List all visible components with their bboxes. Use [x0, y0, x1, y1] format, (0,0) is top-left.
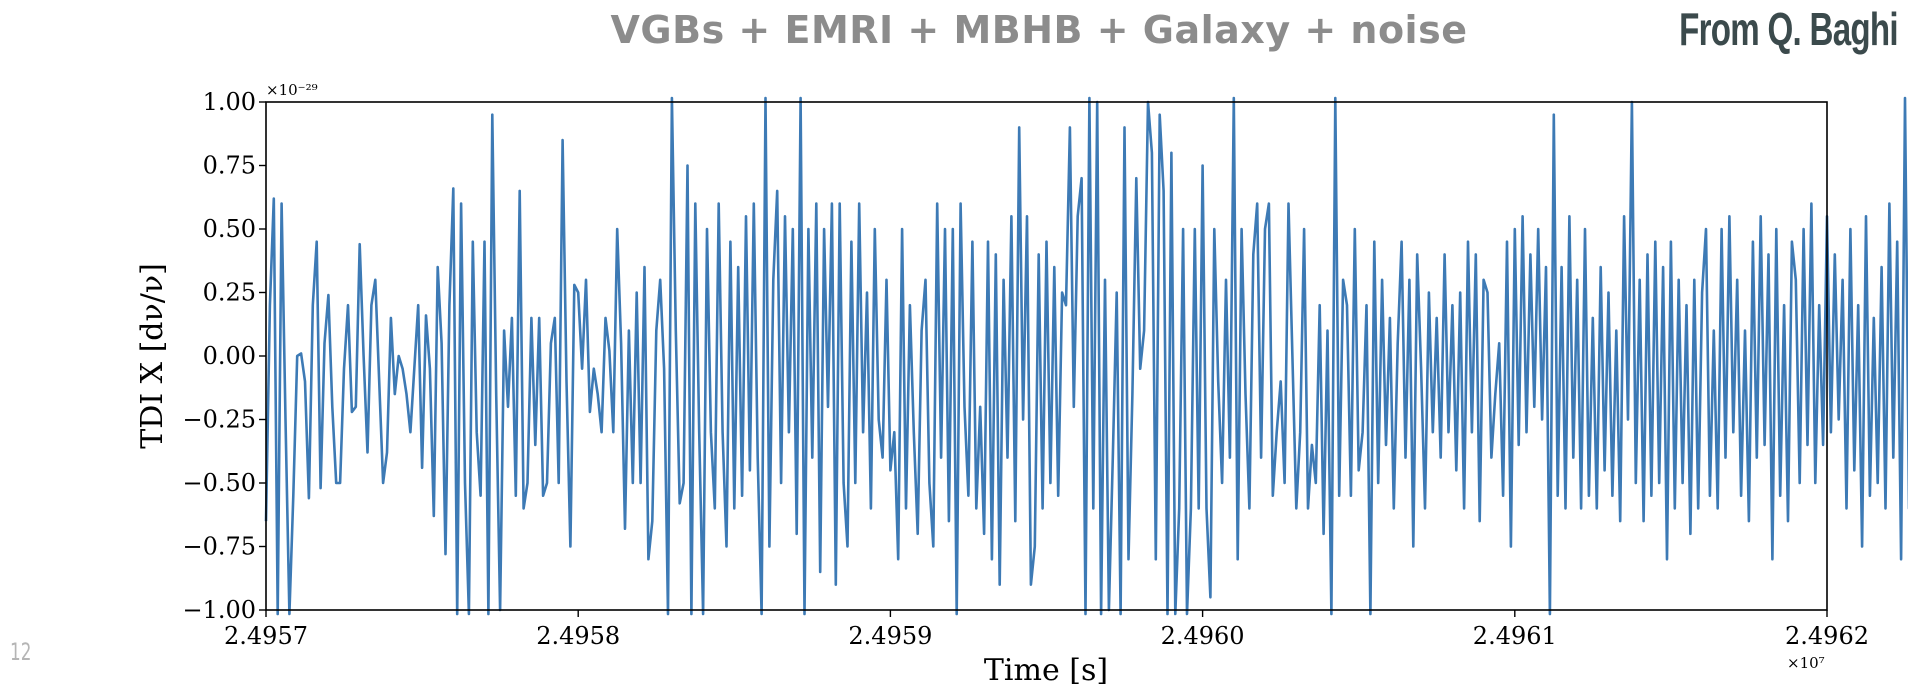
y-tick-label: −0.50 — [182, 469, 256, 497]
y-tick-label: −1.00 — [182, 596, 256, 624]
y-tick-label: 0.50 — [203, 215, 256, 243]
y-tick-label: 1.00 — [203, 88, 256, 116]
x-offset-label: ×10⁷ — [1787, 654, 1825, 672]
slide-title: VGBs + EMRI + MBHB + Galaxy + noise — [610, 8, 1468, 52]
plot-frame — [265, 101, 1828, 611]
y-axis: 1.00 0.75 0.50 0.25 0.00 −0.25 −0.50 −0.75 −1.00 — [182, 88, 266, 624]
x-tick-label: 2.4962 — [1785, 622, 1869, 650]
series-line — [264, 96, 1908, 616]
x-axis-title: Time [s] — [984, 653, 1108, 688]
x-tick-label: 2.4958 — [536, 622, 620, 650]
y-offset-label: ×10⁻²⁹ — [266, 81, 318, 99]
slide-number: 12 — [10, 638, 32, 666]
y-tick-label: −0.75 — [182, 533, 256, 561]
x-tick-label: 2.4959 — [848, 622, 932, 650]
y-tick-label: −0.25 — [182, 406, 256, 434]
y-tick-label: 0.75 — [203, 152, 256, 180]
x-tick-label: 2.4960 — [1161, 622, 1245, 650]
y-axis-title: TDI X [dν/ν] — [135, 263, 170, 449]
x-tick-label: 2.4961 — [1473, 622, 1557, 650]
x-axis: 2.4957 2.4958 2.4959 2.4960 2.4961 2.4962 — [224, 610, 1869, 650]
credit-label: From Q. Baghi — [1679, 3, 1899, 55]
y-tick-label: 0.00 — [203, 342, 256, 370]
x-tick-label: 2.4957 — [224, 622, 308, 650]
y-tick-label: 0.25 — [203, 279, 256, 307]
